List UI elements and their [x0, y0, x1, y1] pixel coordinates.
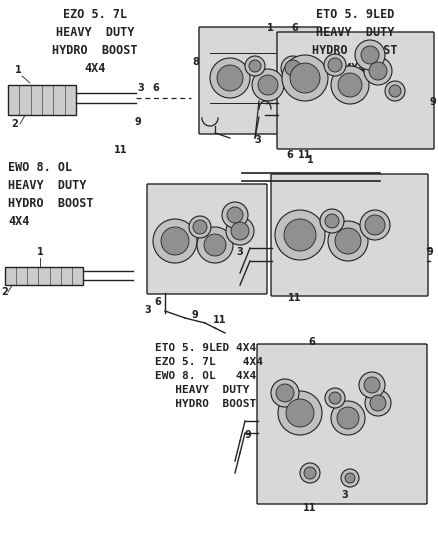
Circle shape — [328, 58, 342, 72]
Circle shape — [361, 46, 379, 64]
Bar — [5, 267, 83, 285]
Circle shape — [331, 401, 365, 435]
Circle shape — [204, 234, 226, 256]
Text: EZO 5. 7L
HEAVY  DUTY
HYDRO  BOOST
4X4: EZO 5. 7L HEAVY DUTY HYDRO BOOST 4X4 — [52, 8, 138, 75]
Text: 3: 3 — [342, 490, 348, 500]
Circle shape — [258, 75, 278, 95]
Circle shape — [276, 384, 294, 402]
Text: 9: 9 — [245, 430, 251, 440]
Circle shape — [217, 65, 243, 91]
Circle shape — [275, 210, 325, 260]
Text: 6: 6 — [309, 337, 315, 347]
Circle shape — [320, 209, 344, 233]
Circle shape — [282, 55, 328, 101]
Circle shape — [284, 219, 316, 251]
Circle shape — [364, 57, 392, 85]
Text: 11: 11 — [298, 150, 312, 160]
Circle shape — [189, 216, 211, 238]
Text: 11: 11 — [213, 315, 227, 325]
Circle shape — [226, 217, 254, 245]
Circle shape — [197, 227, 233, 263]
Text: 2: 2 — [12, 119, 18, 129]
Text: ETO 5. 9LED 4X4
EZO 5. 7L    4X4
EWO 8. OL   4X4
   HEAVY  DUTY
   HYDRO  BOOST: ETO 5. 9LED 4X4 EZO 5. 7L 4X4 EWO 8. OL … — [155, 343, 263, 409]
Circle shape — [328, 221, 368, 261]
Circle shape — [385, 81, 405, 101]
FancyBboxPatch shape — [271, 174, 428, 296]
Circle shape — [325, 214, 339, 228]
Circle shape — [210, 58, 250, 98]
Bar — [8, 85, 76, 115]
Text: 1: 1 — [37, 247, 43, 257]
Text: 9: 9 — [427, 247, 433, 257]
Text: 6: 6 — [286, 150, 293, 160]
Text: 9: 9 — [192, 310, 198, 320]
Circle shape — [249, 60, 261, 72]
Circle shape — [161, 227, 189, 255]
Circle shape — [286, 399, 314, 427]
Circle shape — [337, 407, 359, 429]
Text: 3: 3 — [254, 135, 261, 145]
Text: ETO 5. 9LED
HEAVY  DUTY
HYDRO  BOOST
4X4: ETO 5. 9LED HEAVY DUTY HYDRO BOOST 4X4 — [312, 8, 398, 75]
Circle shape — [360, 210, 390, 240]
Circle shape — [329, 392, 341, 404]
Circle shape — [331, 66, 369, 104]
Circle shape — [325, 388, 345, 408]
Circle shape — [355, 40, 385, 70]
Text: 1: 1 — [267, 23, 273, 33]
Circle shape — [364, 377, 380, 393]
Circle shape — [271, 379, 299, 407]
Circle shape — [252, 69, 284, 101]
Circle shape — [389, 85, 401, 97]
Circle shape — [222, 202, 248, 228]
Text: 6: 6 — [155, 297, 161, 307]
Text: 3: 3 — [237, 247, 244, 257]
Text: 1: 1 — [14, 65, 21, 75]
Circle shape — [245, 56, 265, 76]
Circle shape — [365, 215, 385, 235]
Circle shape — [290, 63, 320, 93]
Circle shape — [231, 222, 249, 240]
Circle shape — [365, 390, 391, 416]
Circle shape — [370, 395, 386, 411]
FancyBboxPatch shape — [257, 344, 427, 504]
Text: 9: 9 — [430, 97, 436, 107]
Circle shape — [281, 56, 305, 80]
Circle shape — [335, 228, 361, 254]
Text: 11: 11 — [114, 145, 128, 155]
Circle shape — [300, 463, 320, 483]
Text: 3: 3 — [145, 305, 152, 315]
Circle shape — [345, 473, 355, 483]
Circle shape — [341, 469, 359, 487]
FancyBboxPatch shape — [199, 27, 321, 134]
Circle shape — [278, 391, 322, 435]
FancyBboxPatch shape — [277, 32, 434, 149]
Circle shape — [369, 62, 387, 80]
Text: 6: 6 — [152, 83, 159, 93]
Text: EWO 8. OL
HEAVY  DUTY
HYDRO  BOOST
4X4: EWO 8. OL HEAVY DUTY HYDRO BOOST 4X4 — [8, 161, 93, 228]
FancyBboxPatch shape — [147, 184, 267, 294]
Circle shape — [324, 54, 346, 76]
Text: 11: 11 — [303, 503, 317, 513]
Text: 11: 11 — [288, 293, 302, 303]
Circle shape — [285, 60, 301, 76]
Circle shape — [304, 467, 316, 479]
Text: 6: 6 — [292, 23, 298, 33]
Text: 1: 1 — [307, 155, 313, 165]
Text: 9: 9 — [134, 117, 141, 127]
Circle shape — [227, 207, 243, 223]
Circle shape — [193, 220, 207, 234]
Circle shape — [153, 219, 197, 263]
Text: 8: 8 — [193, 57, 199, 67]
Text: 2: 2 — [2, 287, 8, 297]
Text: 3: 3 — [138, 83, 145, 93]
Circle shape — [338, 73, 362, 97]
Circle shape — [359, 372, 385, 398]
